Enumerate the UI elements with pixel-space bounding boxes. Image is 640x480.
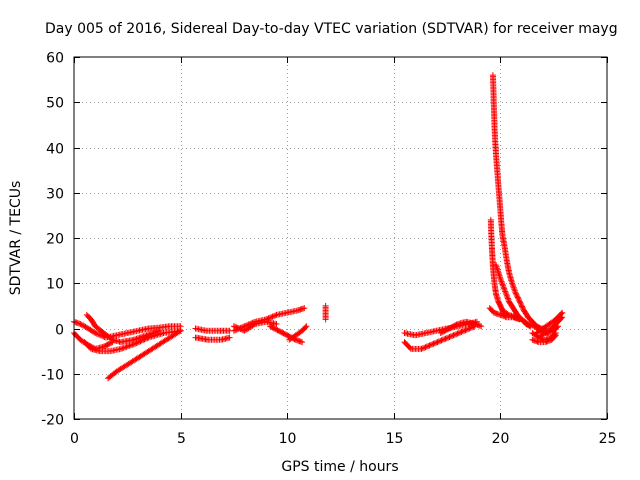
series-arc-20 [486,305,523,323]
series-arc-23 [529,332,559,346]
data-point-markers [535,314,566,341]
data-point-markers [487,216,508,318]
data-point-markers [533,309,566,336]
data-series [71,72,566,382]
data-point-markers [529,332,559,346]
data-point-markers [192,334,233,343]
y-tick-label: -20 [41,413,64,429]
chart-title: Day 005 of 2016, Sidereal Day-to-day VTE… [45,21,618,37]
data-point-markers [437,318,485,336]
x-tick-label: 15 [386,431,404,447]
data-point-markers [83,311,163,346]
series-arc-24 [533,309,566,336]
axes: 0 5 10 15 20 25 -20 -10 0 10 20 30 40 50 60 [41,51,616,448]
series-arc-12 [322,302,329,323]
series-arc-9 [230,318,280,334]
grid [74,57,607,419]
series-arc-11 [286,323,310,343]
series-arc-3 [81,327,184,355]
series-arc-5 [105,327,184,382]
series-arc-16 [489,72,549,332]
data-point-markers [105,327,184,382]
series-arc-6 [192,325,233,334]
data-point-markers [192,325,233,334]
x-tick-label: 10 [279,431,297,447]
data-point-markers [81,327,184,355]
series-arc-7 [192,334,233,343]
y-tick-label: 30 [46,187,64,203]
series-arc-25 [535,314,566,341]
x-tick-label: 5 [177,431,186,447]
series-arc-17 [487,216,508,318]
x-axis-label: GPS time / hours [281,459,398,475]
data-point-markers [401,323,478,352]
series-arc-4 [83,311,163,346]
plot-frame [73,56,608,420]
x-tick-label: 0 [70,431,79,447]
data-point-markers [322,302,329,323]
data-point-markers [486,305,523,323]
y-tick-label: 50 [46,96,64,112]
y-tick-label: 20 [46,232,64,248]
y-tick-label: 10 [46,277,64,293]
y-tick-label: 40 [46,142,64,158]
y-axis-label: SDTVAR / TECUs [8,181,24,296]
x-tick-label: 20 [492,431,510,447]
data-point-markers [286,323,310,343]
series-arc-15 [437,318,485,336]
y-tick-label: -10 [41,368,64,384]
y-tick-label: 60 [46,51,64,67]
y-tick-label: 0 [55,323,64,339]
series-arc-14 [401,323,478,352]
x-tick-label: 25 [599,431,617,447]
data-point-markers [230,318,280,334]
data-point-markers [489,72,549,332]
